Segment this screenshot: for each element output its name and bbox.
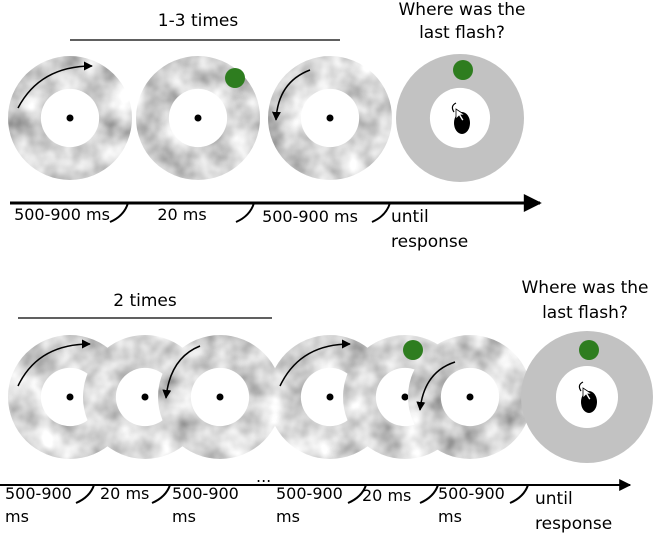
motion-arrow (17, 339, 91, 387)
fixation (66, 393, 74, 401)
interval-label: ms (5, 507, 29, 526)
interval-label: 500-900 (172, 484, 239, 503)
interval-label: response (391, 232, 468, 252)
interval-label: 500-900 ms (14, 205, 110, 224)
mouse-cable (451, 102, 457, 113)
interval-label: 20 ms (100, 484, 149, 503)
fixation (466, 393, 474, 401)
cursor (582, 387, 594, 401)
response-disk (521, 331, 653, 463)
motion-arrow (416, 361, 456, 411)
interval-ticks (109, 202, 391, 223)
interval-label: 500-900 (5, 484, 72, 503)
stimulus-disk (408, 335, 532, 459)
flash (453, 60, 473, 80)
question: last flash? (419, 23, 505, 43)
interval-label: until (535, 489, 573, 509)
repeat-label: 2 times (113, 291, 177, 311)
stimulus-disk (8, 56, 132, 180)
stimulus-disk (268, 56, 392, 180)
interval-label: ms (276, 507, 300, 526)
interval-label: 500-900 (438, 484, 505, 503)
question: Where was the (521, 278, 648, 298)
motion-arrow (17, 61, 93, 109)
interval-label: 20 ms (157, 205, 206, 224)
fixation (326, 114, 334, 122)
question: Where was the (398, 0, 525, 20)
motion-arrow (271, 69, 311, 121)
motion-arrow (279, 339, 351, 387)
fixation (66, 114, 74, 122)
interval-label: 500-900 ms (262, 207, 358, 226)
stimulus-disk (136, 56, 260, 180)
interval-label: ms (438, 507, 462, 526)
question: last flash? (542, 303, 628, 323)
response-disk (396, 54, 524, 182)
flash (225, 68, 245, 88)
mouse-cable (578, 381, 584, 392)
fixation (216, 393, 224, 401)
interval-label: ms (172, 507, 196, 526)
fixation (401, 393, 409, 401)
cursor (455, 108, 467, 122)
flash (403, 340, 423, 360)
stimulus-disk (158, 335, 282, 459)
interval-label: 500-900 (276, 484, 343, 503)
interval-label: until (391, 207, 429, 227)
motion-arrow (162, 345, 201, 399)
interval-ticks (75, 484, 529, 504)
interval-label: 20 ms (362, 486, 411, 505)
interval-label: response (535, 514, 612, 534)
stimuli (8, 54, 653, 463)
interval-label: ... (256, 467, 271, 486)
repeat-label: 1-3 times (158, 11, 239, 31)
fixation (194, 114, 202, 122)
flash (579, 340, 599, 360)
fixation (141, 393, 149, 401)
fixation (326, 393, 334, 401)
